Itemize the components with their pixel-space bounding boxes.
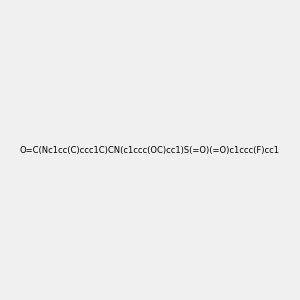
Text: O=C(Nc1cc(C)ccc1C)CN(c1ccc(OC)cc1)S(=O)(=O)c1ccc(F)cc1: O=C(Nc1cc(C)ccc1C)CN(c1ccc(OC)cc1)S(=O)(… [20, 146, 280, 154]
